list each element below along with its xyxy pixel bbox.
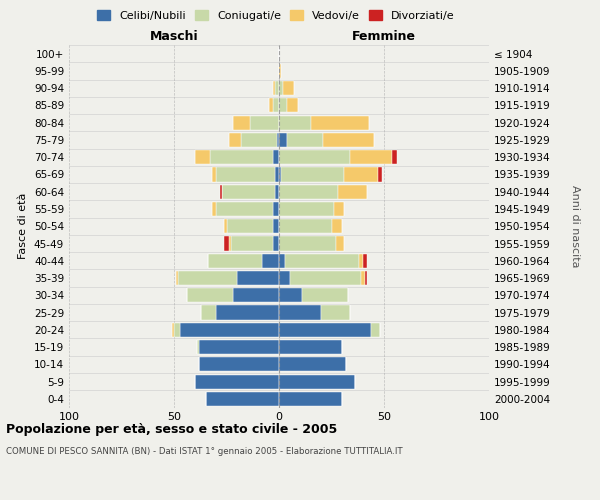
Bar	[174, 322, 181, 337]
Bar	[365, 271, 367, 285]
Bar	[250, 116, 279, 130]
Bar	[187, 288, 233, 302]
Bar	[224, 219, 227, 234]
Bar	[279, 184, 338, 199]
Bar	[269, 98, 272, 112]
Bar	[216, 306, 279, 320]
Bar	[195, 374, 279, 388]
Bar	[359, 254, 363, 268]
Bar	[344, 168, 378, 181]
Bar	[323, 133, 373, 147]
Y-axis label: Fasce di età: Fasce di età	[19, 193, 28, 260]
Bar	[283, 81, 294, 95]
Bar	[272, 219, 279, 234]
Bar	[241, 133, 277, 147]
Bar	[321, 306, 350, 320]
Text: COMUNE DI PESCO SANNITA (BN) - Dati ISTAT 1° gennaio 2005 - Elaborazione TUTTITA: COMUNE DI PESCO SANNITA (BN) - Dati ISTA…	[6, 448, 403, 456]
Text: Popolazione per età, sesso e stato civile - 2005: Popolazione per età, sesso e stato civil…	[6, 422, 337, 436]
Text: Maschi: Maschi	[149, 30, 199, 43]
Bar	[224, 236, 229, 250]
Bar	[279, 98, 287, 112]
Bar	[230, 236, 272, 250]
Bar	[202, 306, 216, 320]
Bar	[277, 133, 279, 147]
Bar	[392, 150, 397, 164]
Bar	[363, 254, 367, 268]
Bar	[199, 358, 279, 372]
Bar	[279, 236, 336, 250]
Bar	[205, 392, 279, 406]
Bar	[279, 133, 287, 147]
Bar	[275, 184, 279, 199]
Legend: Celibi/Nubili, Coniugati/e, Vedovi/e, Divorziati/e: Celibi/Nubili, Coniugati/e, Vedovi/e, Di…	[93, 6, 459, 25]
Bar	[233, 116, 250, 130]
Bar	[181, 322, 279, 337]
Text: Femmine: Femmine	[352, 30, 416, 43]
Bar	[195, 150, 210, 164]
Bar	[197, 340, 199, 354]
Bar	[287, 133, 323, 147]
Bar	[279, 219, 331, 234]
Bar	[220, 184, 223, 199]
Bar	[336, 236, 344, 250]
Bar	[279, 64, 281, 78]
Bar	[290, 271, 361, 285]
Bar	[279, 271, 290, 285]
Bar	[275, 81, 279, 95]
Bar	[279, 374, 355, 388]
Bar	[279, 358, 346, 372]
Y-axis label: Anni di nascita: Anni di nascita	[570, 185, 580, 268]
Bar	[287, 98, 298, 112]
Bar	[233, 288, 279, 302]
Bar	[212, 168, 216, 181]
Bar	[229, 236, 231, 250]
Bar	[311, 116, 370, 130]
Bar	[216, 202, 272, 216]
Bar	[279, 288, 302, 302]
Bar	[331, 219, 342, 234]
Bar	[279, 202, 334, 216]
Bar	[229, 133, 241, 147]
Bar	[279, 322, 371, 337]
Bar	[281, 168, 344, 181]
Bar	[237, 271, 279, 285]
Bar	[178, 271, 237, 285]
Bar	[176, 271, 178, 285]
Bar	[279, 254, 286, 268]
Bar	[371, 322, 380, 337]
Bar	[279, 150, 350, 164]
Bar	[216, 168, 275, 181]
Bar	[378, 168, 382, 181]
Bar	[279, 306, 321, 320]
Bar	[279, 392, 342, 406]
Bar	[286, 254, 359, 268]
Bar	[279, 340, 342, 354]
Bar	[272, 98, 279, 112]
Bar	[334, 202, 344, 216]
Bar	[272, 81, 275, 95]
Bar	[172, 322, 174, 337]
Bar	[275, 168, 279, 181]
Bar	[262, 254, 279, 268]
Bar	[272, 150, 279, 164]
Bar	[279, 168, 281, 181]
Bar	[208, 254, 262, 268]
Bar	[279, 81, 283, 95]
Bar	[272, 236, 279, 250]
Bar	[272, 202, 279, 216]
Bar	[210, 150, 272, 164]
Bar	[279, 116, 311, 130]
Bar	[338, 184, 367, 199]
Bar	[361, 271, 365, 285]
Bar	[302, 288, 348, 302]
Bar	[199, 340, 279, 354]
Bar	[212, 202, 216, 216]
Bar	[223, 184, 275, 199]
Bar	[350, 150, 392, 164]
Bar	[227, 219, 272, 234]
